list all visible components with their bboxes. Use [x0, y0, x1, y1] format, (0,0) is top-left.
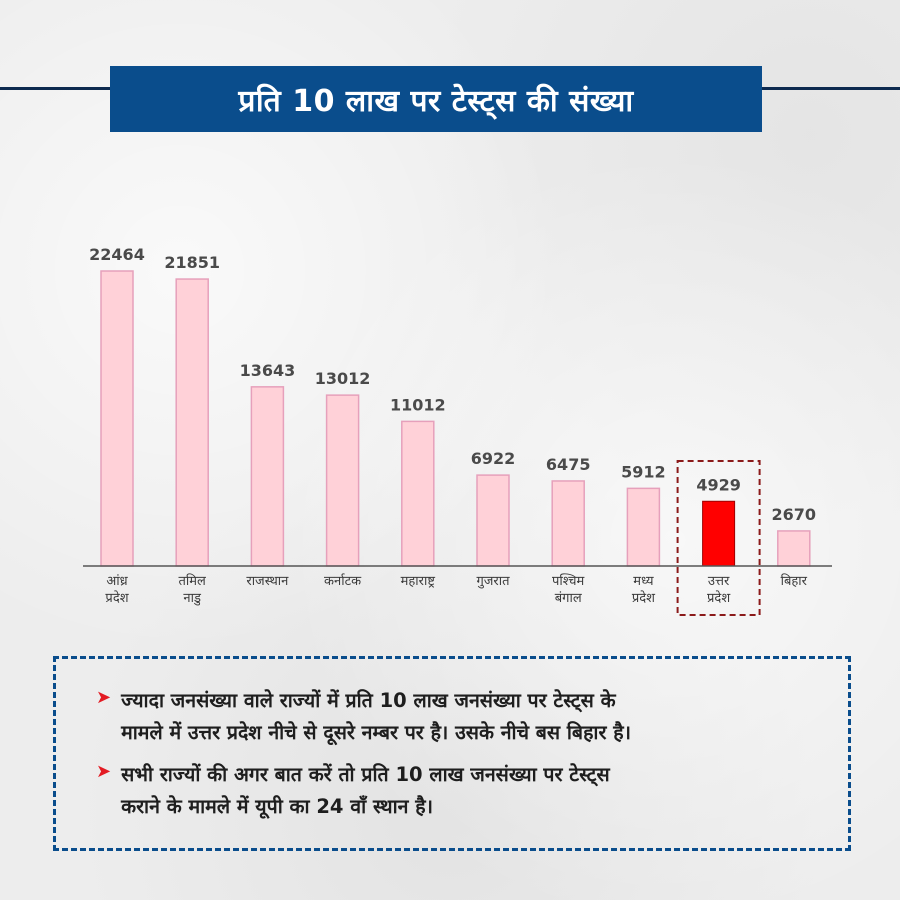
value-label: 4929: [696, 475, 741, 494]
red-arrow-icon: ➤: [96, 761, 112, 782]
note-line: मामले में उत्तर प्रदेश नीचे से दूसरे नम्…: [121, 721, 631, 744]
bar: [401, 420, 435, 567]
value-label: 13643: [240, 361, 296, 380]
value-label: 6475: [546, 455, 591, 474]
note-text: ज्यादा जनसंख्या वाले राज्यों में प्रति 1…: [121, 685, 631, 749]
category-label: कर्नाटक: [324, 573, 362, 589]
bar: [250, 386, 285, 567]
value-label: 2670: [772, 505, 817, 524]
note-line: सभी राज्यों की अगर बात करें तो प्रति 10 …: [121, 763, 610, 786]
value-label: 13012: [315, 369, 371, 388]
bar: [551, 480, 585, 567]
value-label: 22464: [89, 245, 145, 264]
bar: [626, 487, 661, 567]
category-label: महाराष्ट्र: [401, 574, 436, 589]
category-label: बिहार: [781, 573, 808, 589]
note-text: सभी राज्यों की अगर बात करें तो प्रति 10 …: [121, 759, 610, 823]
category-label: नाडु: [183, 591, 202, 606]
value-label: 21851: [164, 253, 220, 272]
highlight-box: [676, 460, 761, 616]
bar: [100, 270, 134, 567]
note-line: कराने के मामले में यूपी का 24 वाँ स्थान …: [121, 795, 434, 818]
category-label: राजस्थान: [246, 574, 289, 589]
value-label: 11012: [390, 395, 446, 414]
category-label: उत्तर: [708, 574, 730, 589]
title-banner: प्रति 10 लाख पर टेस्ट्स की संख्या: [110, 66, 762, 132]
page-title: प्रति 10 लाख पर टेस्ट्स की संख्या: [238, 83, 634, 119]
category-label: गुजरात: [476, 574, 510, 589]
red-arrow-icon: ➤: [96, 687, 112, 708]
category-label: मध्य: [633, 574, 654, 589]
notes-box: ➤ ज्यादा जनसंख्या वाले राज्यों में प्रति…: [53, 656, 851, 851]
bar: [175, 278, 209, 567]
category-label: तमिल: [179, 573, 207, 589]
highlighted-bar: [702, 500, 736, 567]
value-label: 5912: [621, 462, 666, 481]
value-label: 6922: [471, 449, 516, 468]
category-label: प्रदेश: [707, 590, 731, 606]
category-label: प्रदेश: [632, 590, 656, 606]
bar: [325, 394, 360, 567]
note-line: ज्यादा जनसंख्या वाले राज्यों में प्रति 1…: [121, 689, 616, 712]
note-item: ➤ सभी राज्यों की अगर बात करें तो प्रति 1…: [96, 759, 808, 823]
bar: [777, 530, 811, 567]
category-label: पश्चिम: [552, 573, 585, 589]
category-label: बंगाल: [555, 591, 582, 606]
bar-chart: 22464आंध्रप्रदेश21851तमिलनाडु13643राजस्थ…: [83, 245, 832, 616]
category-label: आंध्र: [106, 574, 128, 589]
category-label: प्रदेश: [105, 590, 129, 606]
note-item: ➤ ज्यादा जनसंख्या वाले राज्यों में प्रति…: [96, 685, 808, 749]
bar: [476, 474, 510, 567]
